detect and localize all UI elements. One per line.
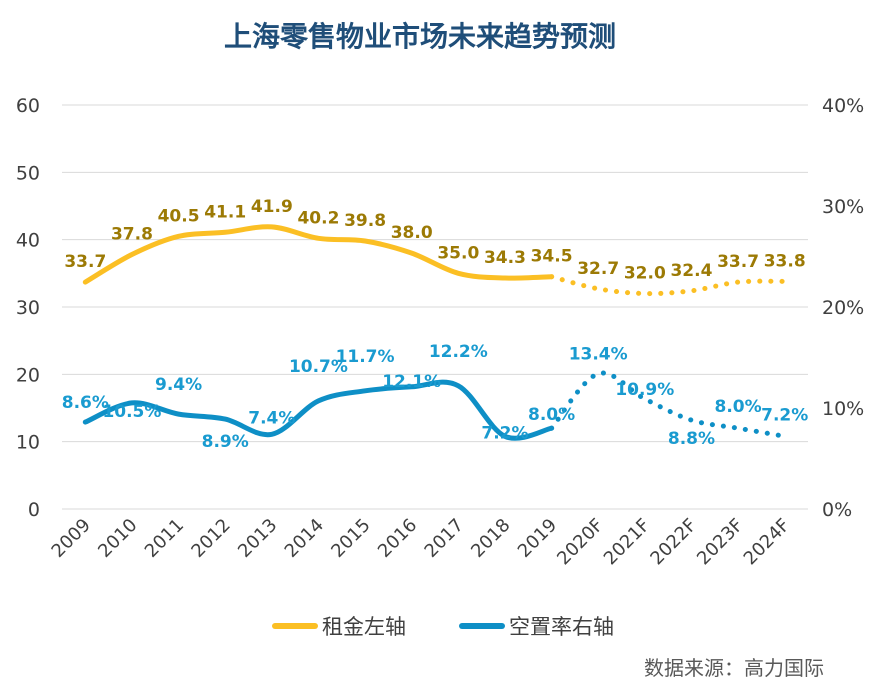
left-axis: 0 10 20 30 40 50 60 xyxy=(16,95,40,521)
data-label: 33.8 xyxy=(764,251,806,271)
right-tick-label: 10% xyxy=(822,398,864,420)
x-tick-label: 2014 xyxy=(281,515,328,562)
data-label: 41.9 xyxy=(251,197,293,217)
left-tick-label: 30 xyxy=(16,297,40,319)
data-label: 38.0 xyxy=(391,223,433,243)
chart-title: 上海零售物业市场未来趋势预测 xyxy=(224,20,616,53)
data-label: 40.5 xyxy=(158,206,200,226)
x-tick-label: 2015 xyxy=(327,515,374,562)
left-tick-label: 60 xyxy=(16,95,40,117)
data-label: 8.0% xyxy=(714,397,761,417)
data-labels: 33.737.840.5 41.1 41.940.2 39.838.035.0 34.3… xyxy=(62,197,809,452)
x-tick-label: 2024F xyxy=(740,515,795,570)
data-label: 32.7 xyxy=(577,259,619,279)
data-label: 32.0 xyxy=(624,264,666,284)
right-tick-label: 0% xyxy=(822,499,852,521)
x-tick-label: 2023F xyxy=(693,515,748,570)
x-tick-label: 2010 xyxy=(94,515,141,562)
data-label: 34.3 xyxy=(484,248,526,268)
data-label: 9.4% xyxy=(155,375,202,395)
left-tick-label: 40 xyxy=(16,230,40,252)
left-tick-label: 10 xyxy=(16,432,40,454)
data-label: 12.1% xyxy=(382,372,441,392)
series-line-forecast xyxy=(549,274,788,297)
data-label: 10.7% xyxy=(289,357,348,377)
right-axis: 0% 10% 20% 30% 40% xyxy=(822,95,864,521)
data-label: 7.4% xyxy=(248,408,295,428)
grid-lines xyxy=(62,104,808,510)
legend-label-rent: 租金左轴 xyxy=(322,615,406,639)
x-tick-label: 2009 xyxy=(48,515,95,562)
x-tick-label: 2011 xyxy=(141,515,188,562)
x-tick-label: 2012 xyxy=(187,515,234,562)
left-tick-label: 20 xyxy=(16,364,40,386)
legend-label-vacancy: 空置率右轴 xyxy=(509,615,614,639)
data-label: 7.2% xyxy=(761,405,808,425)
data-label: 13.4% xyxy=(569,345,628,365)
data-label: 8.8% xyxy=(668,429,715,449)
x-axis: 2009 2010 2011 2012 2013 2014 2015 2016 2017 2018… xyxy=(48,515,795,570)
series-line-actual xyxy=(82,379,555,441)
left-tick-label: 0 xyxy=(28,499,40,521)
series-lines xyxy=(82,224,788,441)
data-label: 11.7% xyxy=(336,347,395,367)
data-label: 41.1 xyxy=(204,202,246,222)
left-tick-label: 50 xyxy=(16,162,40,184)
data-label: 34.5 xyxy=(531,247,573,267)
data-label: 37.8 xyxy=(111,224,153,244)
x-tick-label: 2020F xyxy=(553,515,608,570)
data-label: 8.0% xyxy=(528,405,575,425)
source-note: 数据来源：高力国际 xyxy=(644,656,824,680)
data-label: 8.9% xyxy=(202,432,249,452)
data-label: 7.2% xyxy=(481,423,528,443)
data-label: 10.9% xyxy=(615,380,674,400)
series-line-actual xyxy=(82,224,555,285)
x-tick-label: 2022F xyxy=(646,515,701,570)
data-label: 35.0 xyxy=(437,243,479,263)
x-tick-label: 2016 xyxy=(374,515,421,562)
right-tick-label: 30% xyxy=(822,196,864,218)
x-tick-label: 2013 xyxy=(234,515,281,562)
data-label: 33.7 xyxy=(64,252,106,272)
data-label: 32.4 xyxy=(670,261,712,281)
data-label: 39.8 xyxy=(344,211,386,231)
data-label: 10.5% xyxy=(102,402,161,422)
x-tick-label: 2018 xyxy=(467,515,514,562)
data-label: 12.2% xyxy=(429,342,488,362)
x-tick-label: 2021F xyxy=(600,515,655,570)
right-tick-label: 40% xyxy=(822,95,864,117)
data-label: 40.2 xyxy=(297,208,339,228)
legend: 租金左轴 空置率右轴 xyxy=(272,615,614,639)
x-tick-label: 2017 xyxy=(421,515,468,562)
right-tick-label: 20% xyxy=(822,297,864,319)
data-label: 8.6% xyxy=(62,393,109,413)
data-label: 33.7 xyxy=(717,252,759,272)
